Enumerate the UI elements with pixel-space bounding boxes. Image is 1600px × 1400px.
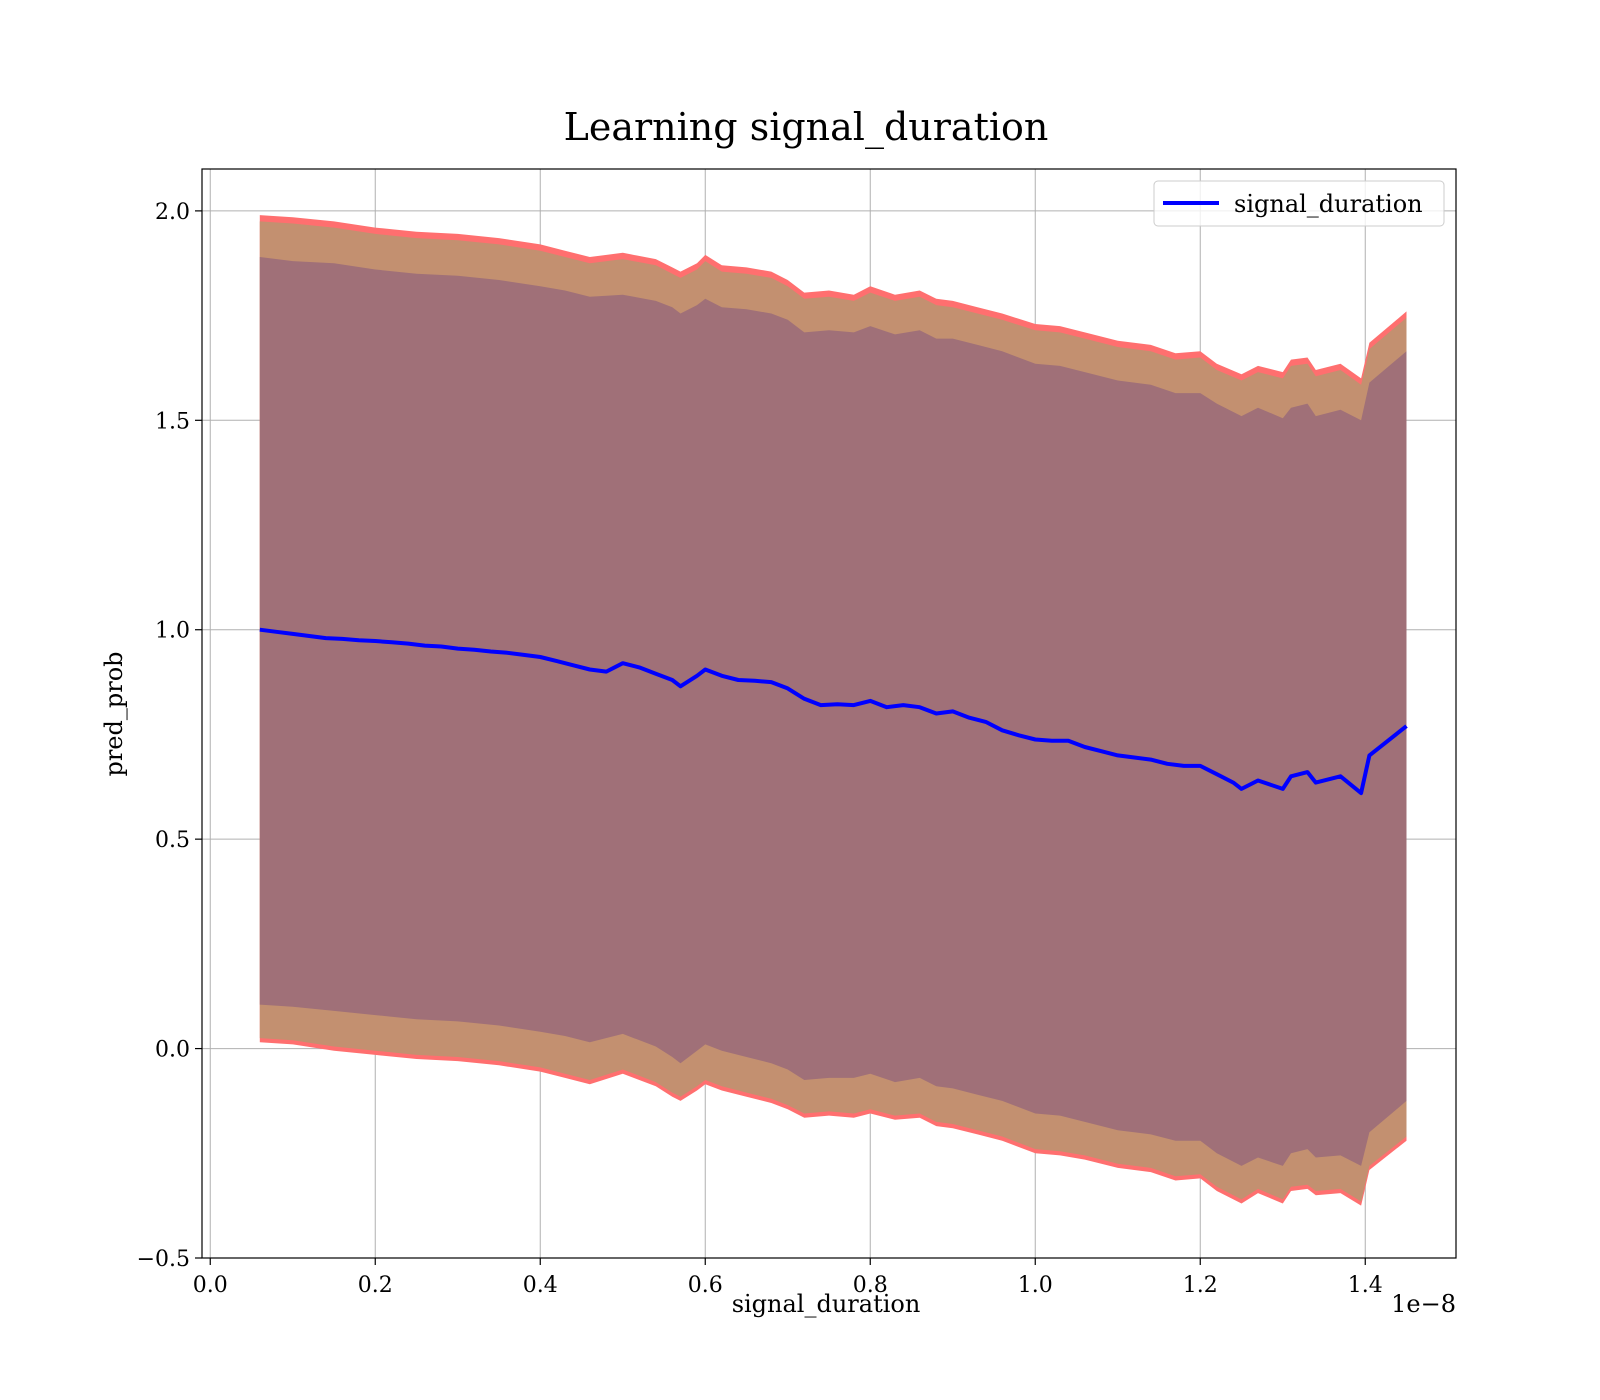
y-tick-label-0: −0.5	[137, 1247, 190, 1272]
x-tick-label-5: 1.0	[1018, 1273, 1053, 1298]
x-axis-ticks: 0.0 0.2 0.4 0.6 0.8 1.0 1.2 1.4	[193, 1258, 1383, 1298]
y-axis-label: pred_prob	[100, 651, 128, 776]
y-tick-label-4: 1.5	[155, 409, 190, 434]
x-tick-label-0: 0.0	[193, 1273, 228, 1298]
x-axis-label: signal_duration	[732, 1290, 921, 1318]
x-tick-label-4: 0.8	[853, 1273, 888, 1298]
series-layer	[259, 215, 1408, 1206]
y-axis-ticks: −0.5 0.0 0.5 1.0 1.5 2.0	[137, 200, 202, 1272]
x-tick-label-1: 0.2	[358, 1273, 393, 1298]
x-tick-label-6: 1.2	[1183, 1273, 1218, 1298]
y-tick-label-3: 1.0	[155, 619, 190, 644]
inner-band	[259, 257, 1407, 1166]
y-tick-label-5: 2.0	[155, 200, 190, 225]
series-line-0	[259, 627, 1408, 796]
x-tick-label-3: 0.6	[688, 1273, 723, 1298]
legend: signal_duration	[1153, 180, 1445, 227]
x-tick-label-2: 0.4	[523, 1273, 558, 1298]
legend-frame	[1153, 180, 1445, 227]
x-axis-offset-label: 1e−8	[1391, 1290, 1456, 1318]
plot-frame	[201, 168, 1457, 1259]
y-tick-label-1: 0.0	[155, 1038, 190, 1063]
x-tick-label-7: 1.4	[1348, 1273, 1383, 1298]
legend-label: signal_duration	[1234, 190, 1423, 218]
chart-title: Learning signal_duration	[564, 105, 1049, 150]
y-tick-label-2: 0.5	[155, 828, 190, 853]
